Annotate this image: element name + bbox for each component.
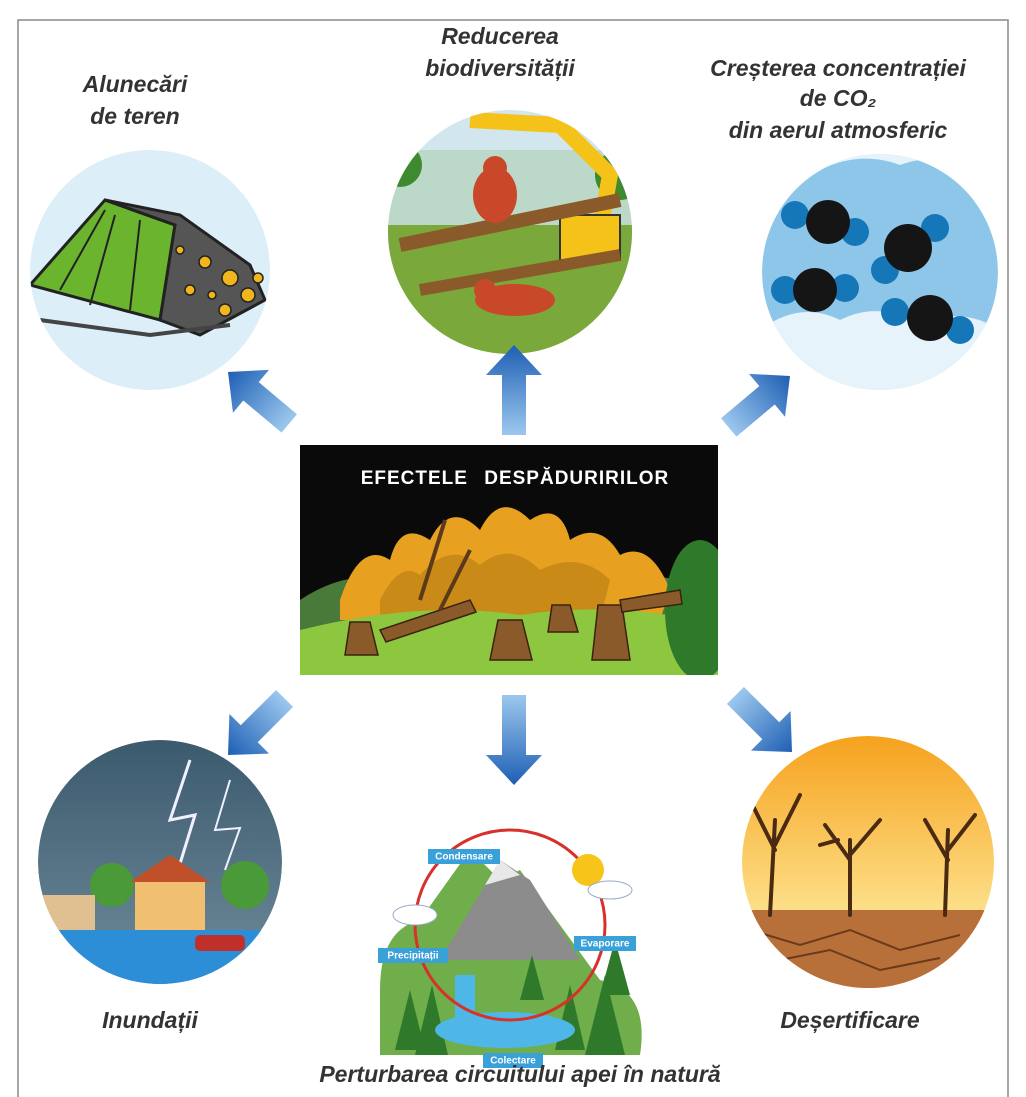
water-cycle-label: Colectare bbox=[490, 1056, 536, 1067]
effect-label: Perturbarea circuitului apei în natură bbox=[319, 1061, 721, 1087]
effect-label: biodiversității bbox=[425, 55, 575, 81]
effect-label: Alunecări bbox=[82, 71, 188, 97]
landslide-illustration bbox=[30, 150, 270, 390]
center-title: EFECTELE DESPĂDURIRILOR bbox=[361, 467, 670, 489]
biodiversity-illustration bbox=[388, 110, 632, 354]
co2-illustration bbox=[762, 154, 998, 390]
effect-label: Inundații bbox=[102, 1007, 198, 1033]
arrows bbox=[228, 345, 792, 785]
effect-label: de teren bbox=[90, 103, 179, 129]
center-illustration bbox=[300, 445, 718, 675]
desert-illustration bbox=[742, 736, 994, 988]
water-cycle-label: Evaporare bbox=[581, 939, 630, 950]
water-cycle-label: Condensare bbox=[435, 852, 493, 863]
effect-label: din aerul atmosferic bbox=[729, 117, 948, 143]
water-cycle-illustration bbox=[378, 828, 642, 1068]
water-cycle-label: Precipitații bbox=[387, 951, 438, 962]
flood-illustration bbox=[38, 740, 282, 984]
effect-label: Deșertificare bbox=[780, 1007, 920, 1033]
effect-label: Creșterea concentrației bbox=[710, 55, 966, 81]
frame bbox=[17, 19, 1009, 1097]
effect-label: de CO₂ bbox=[800, 85, 877, 111]
effect-label: Reducerea bbox=[441, 23, 559, 49]
